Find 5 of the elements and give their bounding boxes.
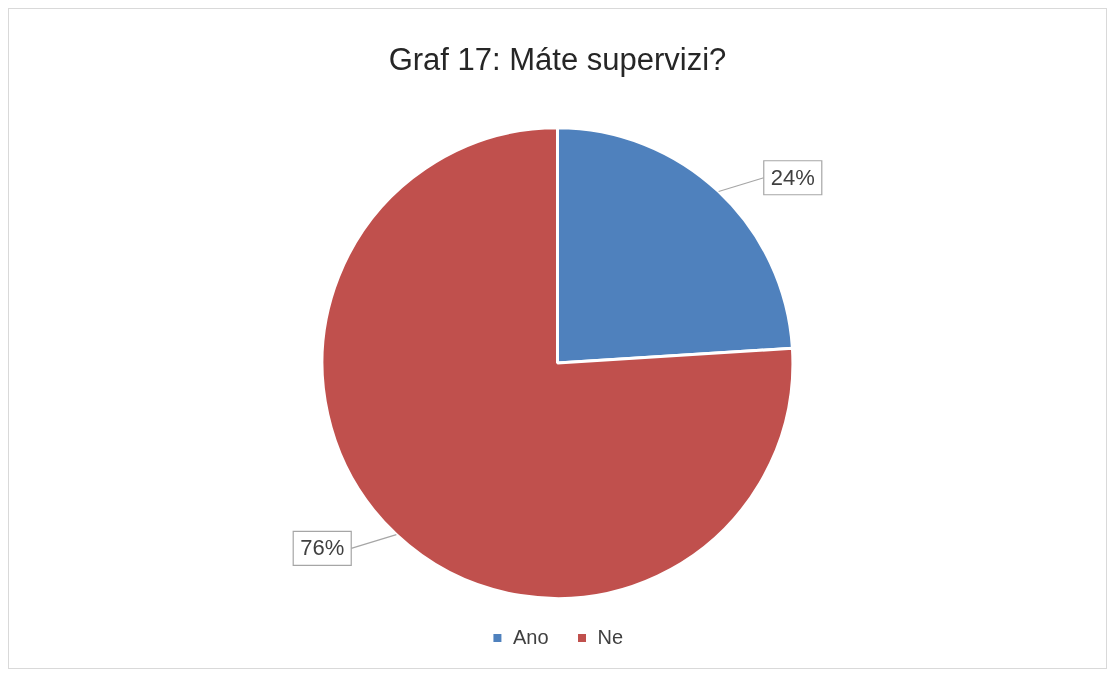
legend-label: Ne: [597, 625, 624, 648]
data-label: 24%: [770, 164, 815, 190]
legend-label: Ano: [512, 625, 549, 648]
data-label: 76%: [300, 535, 345, 561]
chart-title: Graf 17: Máte supervizi?: [388, 42, 727, 78]
